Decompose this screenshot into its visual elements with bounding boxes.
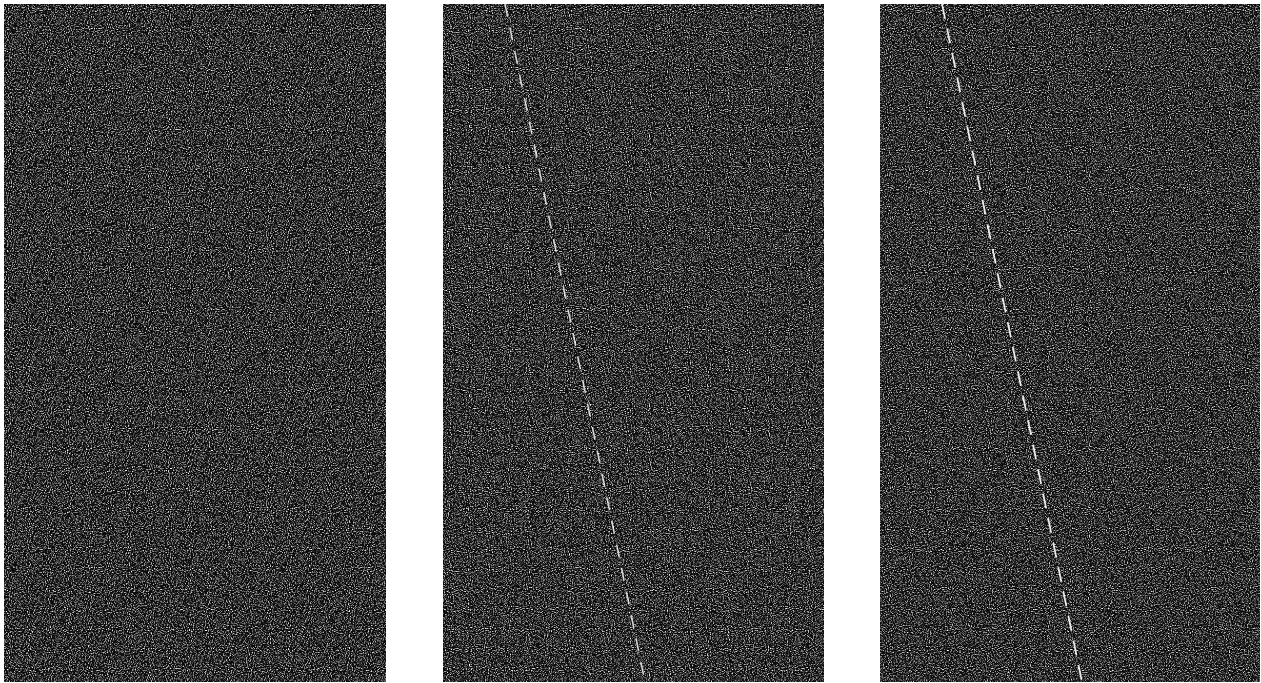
noise-layer [880,4,1260,682]
panel-right [880,4,1260,682]
image-strip [0,0,1261,683]
page: {} html, body { margin: 0; padding: 0; b… [0,0,1261,683]
panel-middle [443,4,824,682]
body: (() => { const data = JSON.parse(documen… [0,0,1261,683]
noise-layer [4,4,386,682]
panel-left [4,4,386,682]
noise-layer [443,4,824,682]
